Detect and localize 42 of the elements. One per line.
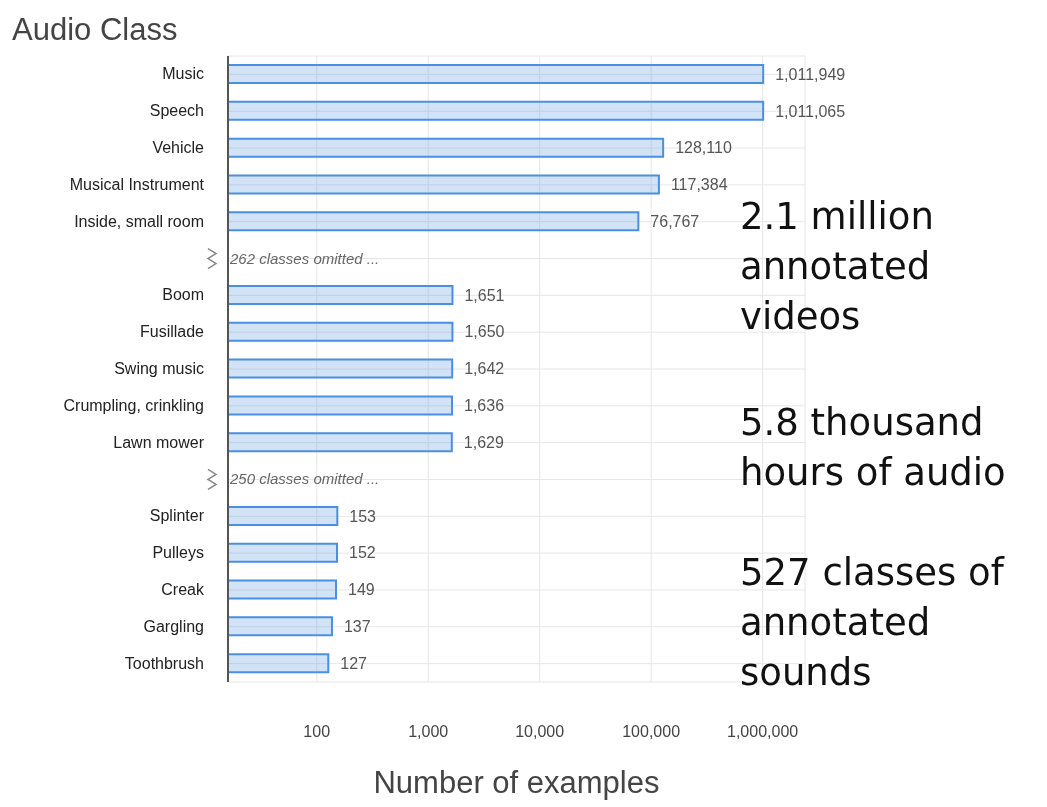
y-tick-label: Vehicle xyxy=(152,139,205,157)
data-label: 152 xyxy=(348,544,376,562)
data-label: 149 xyxy=(348,581,375,599)
data-label: 1,651 xyxy=(464,286,505,304)
x-axis-title: Number of examples xyxy=(372,765,661,801)
data-label: 127 xyxy=(340,654,368,672)
y-tick-label: Musical Instrument xyxy=(69,175,205,193)
y-tick-label: Crumpling, crinkling xyxy=(63,396,204,414)
annotation: 2.1 million annotated videos xyxy=(740,194,935,340)
x-tick-label: 1,000 xyxy=(408,723,449,741)
y-tick-label: Swing music xyxy=(114,360,204,377)
data-label: 137 xyxy=(343,618,371,636)
y-tick-label: Toothbrush xyxy=(124,654,204,672)
y-tick-label: Creak xyxy=(161,580,205,598)
annotation: 527 classes of annotated sounds xyxy=(740,550,1006,696)
y-tick-label: Gargling xyxy=(143,617,204,635)
y-axis-title: Audio Class xyxy=(12,12,178,48)
y-tick-label: Boom xyxy=(162,286,204,304)
data-label: 128,110 xyxy=(675,139,732,157)
annotation: 250 classes omitted ... xyxy=(229,470,380,488)
y-tick-label: Fusillade xyxy=(139,323,205,341)
data-label: 1,650 xyxy=(464,323,505,341)
y-tick-label: Lawn mower xyxy=(113,433,205,451)
data-label: 1,011,949 xyxy=(775,65,846,83)
data-label: 1,011,065 xyxy=(775,102,846,120)
x-tick-label: 100 xyxy=(303,723,331,741)
x-tick-label: 10,000 xyxy=(515,723,565,741)
data-label: 1,636 xyxy=(464,397,505,415)
y-tick-label: Inside, small room xyxy=(74,212,204,230)
y-tick-label: Speech xyxy=(149,102,204,120)
y-tick-label: Music xyxy=(162,65,204,83)
y-tick-label: Pulleys xyxy=(152,544,204,562)
data-label: 1,629 xyxy=(463,433,504,451)
y-tick-label: Splinter xyxy=(149,507,205,525)
x-tick-label: 100,000 xyxy=(622,723,681,741)
data-label: 1,642 xyxy=(464,360,505,378)
annotation: 5.8 thousand hours of audio xyxy=(740,400,1007,496)
annotation: 262 classes omitted ... xyxy=(229,249,380,267)
x-tick-label: 1,000,000 xyxy=(727,723,799,741)
data-label: 153 xyxy=(349,507,377,525)
data-label: 76,767 xyxy=(650,212,700,230)
data-label: 117,384 xyxy=(670,176,728,194)
